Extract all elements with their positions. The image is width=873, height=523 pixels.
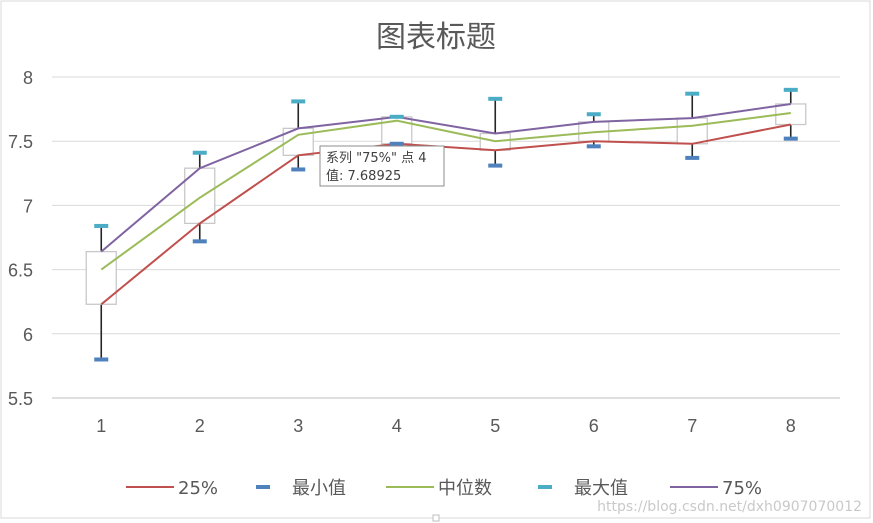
x-tick-label: 8: [786, 416, 796, 436]
x-tick-label: 2: [195, 416, 205, 436]
extreme-marker[interactable]: [586, 144, 601, 149]
extreme-marker[interactable]: [783, 136, 798, 141]
box[interactable]: [676, 117, 708, 145]
legend-swatch: [256, 485, 270, 489]
extreme-marker[interactable]: [685, 91, 700, 96]
boxes[interactable]: [85, 103, 807, 305]
series-line[interactable]: [100, 112, 791, 271]
x-tick-label: 1: [96, 416, 106, 436]
resize-handle[interactable]: [432, 514, 440, 522]
series-line[interactable]: [100, 123, 791, 306]
tooltip-box: [319, 145, 445, 187]
extreme-marker[interactable]: [192, 150, 207, 155]
legend-label: 75%: [722, 478, 762, 499]
legend-swatch: [538, 485, 552, 489]
legend-label: 25%: [178, 478, 218, 499]
extreme-marker[interactable]: [94, 223, 109, 228]
extreme-marker[interactable]: [94, 357, 109, 362]
y-tick-label: 7: [23, 196, 33, 216]
extreme-marker[interactable]: [291, 99, 306, 104]
gridlines: [52, 76, 840, 399]
y-tick-label: 6: [23, 325, 33, 345]
extreme-marker[interactable]: [586, 112, 601, 117]
y-tick-label: 7.5: [8, 132, 33, 152]
y-tick-label: 8: [23, 68, 33, 88]
series-lines[interactable]: [100, 103, 791, 306]
extreme-marker[interactable]: [488, 96, 503, 101]
legend: 25% 最小值 中位数 最大值 75%: [126, 478, 762, 499]
tooltip-line-2: 值: 7.68925: [326, 168, 401, 184]
legend-label: 最小值: [292, 478, 346, 499]
extreme-marker[interactable]: [192, 239, 207, 244]
x-axis-ticks: 1 2 3 4 5 6 7 8: [96, 416, 796, 436]
legend-label: 最大值: [574, 478, 628, 499]
y-tick-label: 5.5: [8, 389, 33, 409]
legend-label: 中位数: [438, 478, 492, 499]
extreme-marker[interactable]: [291, 167, 306, 172]
tooltip: 系列 "75%" 点 4 值: 7.68925: [319, 145, 445, 187]
y-tick-label: 6.5: [8, 261, 33, 281]
extreme-marker[interactable]: [685, 155, 700, 160]
extreme-marker[interactable]: [389, 114, 404, 119]
extreme-marker[interactable]: [783, 87, 798, 92]
x-tick-label: 4: [392, 416, 402, 436]
x-tick-label: 6: [589, 416, 599, 436]
x-tick-label: 5: [490, 416, 500, 436]
chart-title: 图表标题: [376, 20, 496, 55]
tooltip-line-1: 系列 "75%" 点 4: [326, 151, 427, 166]
extreme-marker[interactable]: [488, 163, 503, 168]
x-tick-label: 7: [687, 416, 697, 436]
extreme-marker[interactable]: [389, 141, 404, 146]
series-line[interactable]: [100, 103, 791, 253]
extreme-markers[interactable]: [94, 87, 798, 362]
watermark-text: https://blog.csdn.net/dxh0907070012: [597, 499, 862, 515]
x-tick-label: 3: [293, 416, 303, 436]
y-axis-ticks: 5.5 6 6.5 7 7.5 8: [8, 68, 33, 409]
